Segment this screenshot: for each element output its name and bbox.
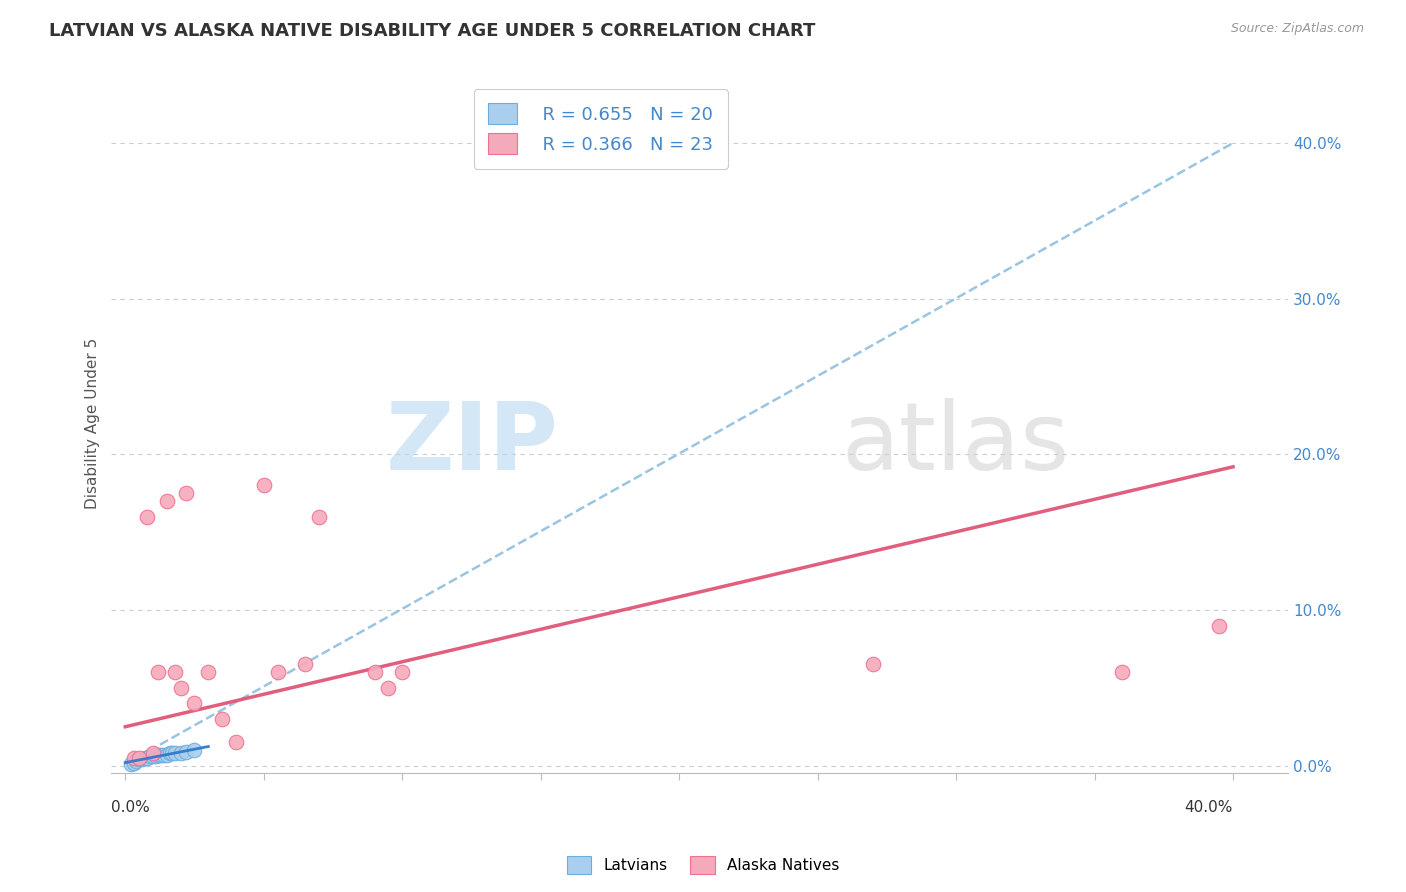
Point	[156, 494, 179, 508]
Text: Source: ZipAtlas.com: Source: ZipAtlas.com	[1230, 22, 1364, 36]
Point	[139, 749, 162, 764]
Point	[120, 757, 142, 772]
Point	[377, 681, 399, 695]
Point	[165, 746, 187, 760]
Point	[156, 747, 179, 762]
Text: ZIP: ZIP	[385, 398, 558, 491]
Legend:   R = 0.655   N = 20,   R = 0.366   N = 23: R = 0.655 N = 20, R = 0.366 N = 23	[474, 89, 728, 169]
Text: 40.0%: 40.0%	[1185, 800, 1233, 815]
Point	[183, 697, 205, 711]
Point	[1111, 665, 1133, 680]
Point	[134, 751, 156, 765]
Text: 0.0%: 0.0%	[111, 800, 150, 815]
Point	[174, 486, 197, 500]
Point	[136, 509, 159, 524]
Point	[169, 746, 191, 760]
Text: LATVIAN VS ALASKA NATIVE DISABILITY AGE UNDER 5 CORRELATION CHART: LATVIAN VS ALASKA NATIVE DISABILITY AGE …	[49, 22, 815, 40]
Point	[150, 747, 173, 762]
Point	[122, 751, 145, 765]
Point	[148, 665, 170, 680]
Point	[142, 749, 165, 764]
Point	[125, 754, 148, 768]
Point	[862, 657, 884, 672]
Point	[159, 746, 181, 760]
Point	[165, 665, 187, 680]
Point	[131, 752, 153, 766]
Point	[136, 751, 159, 765]
Point	[197, 665, 219, 680]
Point	[174, 745, 197, 759]
Point	[266, 665, 288, 680]
Point	[253, 478, 276, 492]
Point	[1208, 618, 1230, 632]
Point	[391, 665, 413, 680]
Point	[183, 743, 205, 757]
Point	[225, 735, 247, 749]
Point	[294, 657, 316, 672]
Point	[162, 746, 184, 760]
Point	[363, 665, 385, 680]
Point	[153, 747, 176, 762]
Y-axis label: Disability Age Under 5: Disability Age Under 5	[86, 337, 100, 508]
Point	[142, 746, 165, 760]
Point	[169, 681, 191, 695]
Point	[145, 749, 167, 764]
Text: atlas: atlas	[841, 398, 1070, 491]
Point	[128, 752, 150, 766]
Legend: Latvians, Alaska Natives: Latvians, Alaska Natives	[561, 850, 845, 880]
Point	[308, 509, 330, 524]
Point	[148, 747, 170, 762]
Point	[211, 712, 233, 726]
Point	[122, 756, 145, 770]
Point	[128, 751, 150, 765]
